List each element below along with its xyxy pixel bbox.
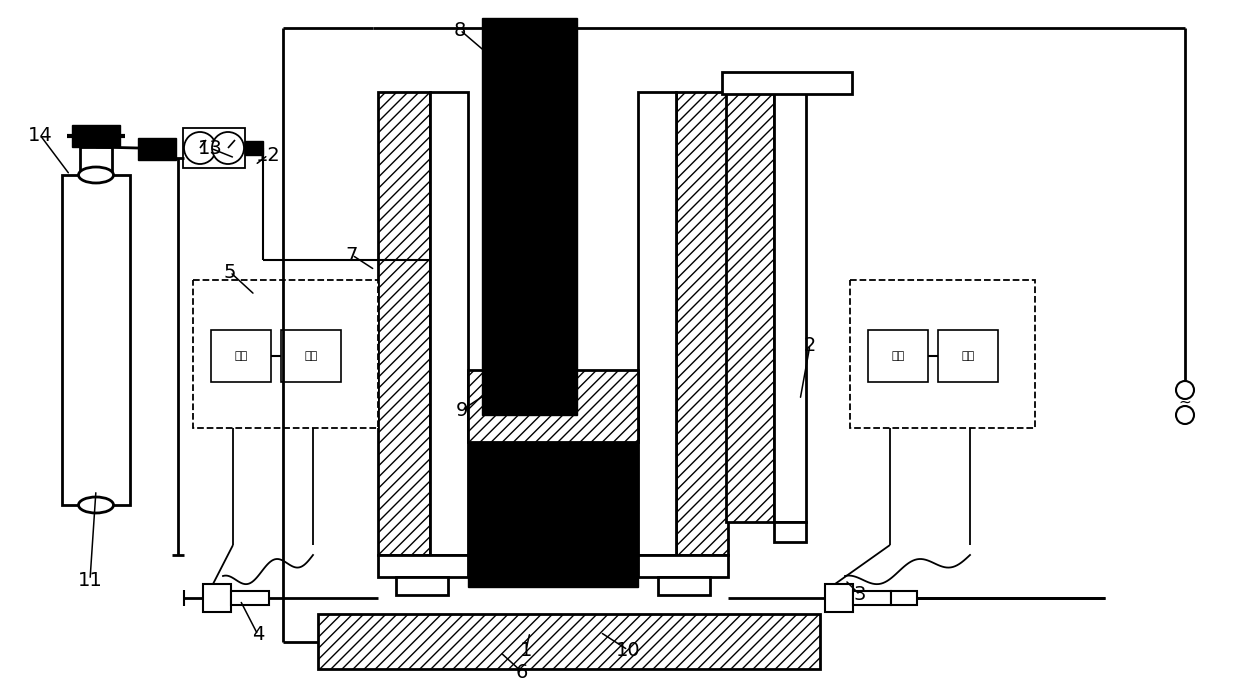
Bar: [430, 92, 467, 555]
Bar: [658, 577, 711, 595]
Text: 主机: 主机: [892, 351, 905, 361]
Bar: [482, 18, 577, 370]
Text: 13: 13: [197, 138, 222, 158]
Text: 4: 4: [252, 625, 264, 645]
Bar: [378, 555, 467, 577]
Bar: [378, 92, 430, 555]
Circle shape: [1176, 381, 1194, 399]
Bar: [639, 555, 728, 577]
Bar: [853, 591, 892, 605]
Bar: [868, 330, 928, 382]
Bar: [774, 92, 806, 522]
Text: ~: ~: [1179, 395, 1192, 410]
Bar: [639, 92, 676, 555]
Bar: [62, 175, 130, 505]
Text: 11: 11: [78, 571, 103, 589]
Text: 5: 5: [223, 263, 237, 281]
Bar: [396, 577, 448, 595]
Text: 7: 7: [346, 245, 358, 265]
Ellipse shape: [78, 497, 114, 513]
Bar: [482, 370, 577, 415]
Bar: [184, 128, 246, 168]
Text: 电源: 电源: [961, 351, 975, 361]
Bar: [467, 442, 639, 587]
Text: 14: 14: [27, 126, 52, 144]
Bar: [231, 591, 269, 605]
Text: 9: 9: [456, 401, 469, 419]
Text: 电源: 电源: [304, 351, 317, 361]
Bar: [317, 614, 820, 669]
Bar: [281, 330, 341, 382]
Bar: [774, 522, 806, 542]
Text: 3: 3: [854, 585, 867, 605]
Bar: [211, 330, 272, 382]
Bar: [825, 584, 853, 612]
Bar: [138, 138, 176, 160]
Bar: [725, 92, 774, 522]
Circle shape: [212, 132, 244, 164]
Bar: [193, 280, 378, 428]
Bar: [246, 141, 263, 155]
Bar: [937, 330, 998, 382]
Bar: [849, 280, 1035, 428]
Text: 8: 8: [454, 21, 466, 39]
Ellipse shape: [78, 167, 114, 183]
Text: 6: 6: [516, 663, 528, 681]
Bar: [722, 72, 852, 94]
Text: 12: 12: [255, 146, 280, 164]
Text: 1: 1: [520, 641, 532, 659]
Bar: [467, 370, 639, 442]
Bar: [676, 92, 728, 555]
Bar: [72, 125, 120, 147]
Bar: [892, 591, 918, 605]
Text: 10: 10: [616, 641, 640, 659]
Circle shape: [1176, 406, 1194, 424]
Bar: [81, 147, 112, 175]
Bar: [203, 584, 231, 612]
Text: 2: 2: [804, 336, 816, 354]
Circle shape: [184, 132, 216, 164]
Text: 主机: 主机: [234, 351, 248, 361]
